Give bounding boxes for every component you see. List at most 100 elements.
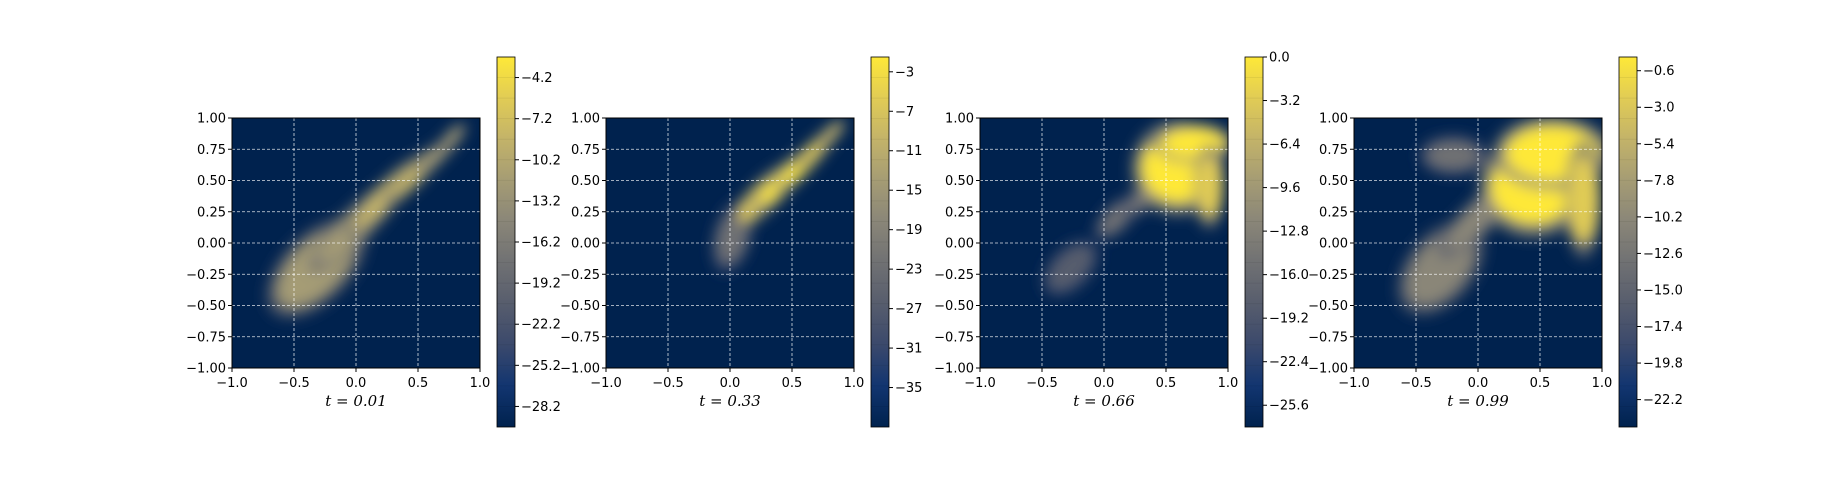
y-tick-label: 0.75: [197, 143, 226, 158]
y-tick-label: −1.00: [1308, 362, 1348, 377]
x-tick-label: 1.0: [470, 376, 491, 391]
colorbar-tick-label: −17.4: [1643, 320, 1683, 335]
y-tick-label: 0.25: [945, 205, 974, 220]
colorbar-tick-label: −5.4: [1643, 137, 1675, 152]
colorbar: 0.0 −3.2 −6.4 −9.6 −12.8 −16.0 −19.2 −22.4 −25.6: [1244, 51, 1309, 428]
x-tick-label: 0.5: [1156, 376, 1177, 391]
colorbar-tick-label: −25.2: [521, 359, 561, 374]
x-tick-label: 0.5: [408, 376, 429, 391]
colorbar-tick-label: −3: [895, 65, 914, 80]
x-tick-label: 0.0: [1094, 376, 1115, 391]
x-tick-label: −0.5: [652, 376, 684, 391]
colorbar-gradient: [871, 57, 889, 427]
y-tick-label: 0.00: [571, 237, 600, 252]
colorbar-tick-label: −13.2: [521, 194, 561, 209]
y-tick-label: 0.00: [197, 237, 226, 252]
y-tick-label: 0.00: [1319, 237, 1348, 252]
y-tick-label: 0.25: [1319, 205, 1348, 220]
colorbar-tick-label: −35: [895, 381, 922, 396]
x-tick-label: −1.0: [1338, 376, 1370, 391]
x-tick-label: −0.5: [1400, 376, 1432, 391]
colorbar-frame: [1618, 56, 1638, 428]
colorbar-tick-label: −7: [895, 105, 914, 120]
y-tick-label: −1.00: [186, 362, 226, 377]
colorbar-tick-label: −19: [895, 223, 922, 238]
panel-caption: t = 0.99: [1447, 392, 1509, 410]
y-tick-label: −0.25: [560, 268, 600, 283]
x-tick-label: 1.0: [1592, 376, 1613, 391]
colorbar-gradient: [1619, 57, 1637, 427]
colorbar-tick-label: −19.8: [1643, 357, 1683, 372]
colorbar-tick-label: −3.2: [1269, 94, 1301, 109]
y-tick-label: 1.00: [571, 112, 600, 127]
x-tick-label: −1.0: [590, 376, 622, 391]
y-tick-label: −0.50: [1308, 299, 1348, 314]
y-tick-label: −0.75: [560, 330, 600, 345]
y-tick-label: 0.75: [571, 143, 600, 158]
y-tick-label: 1.00: [197, 112, 226, 127]
field-blob: [1048, 245, 1093, 291]
y-tick-label: 0.50: [571, 174, 600, 189]
y-tick-label: −0.25: [186, 268, 226, 283]
colorbar-tick-label: −22.2: [521, 318, 561, 333]
colorbar-frame: [870, 56, 890, 428]
panel-caption: t = 0.66: [1073, 392, 1135, 410]
colorbar-tick-label: −15: [895, 184, 922, 199]
colorbar-tick-label: −28.2: [521, 400, 561, 415]
panel-caption: t = 0.01: [325, 392, 387, 410]
field-blob: [1425, 140, 1481, 171]
y-tick-label: −0.50: [560, 299, 600, 314]
panel-3: −1.0 −0.5 0.0 0.5 1.0 −1.00 −0.75 −0.50 −0.25 0.0…: [934, 51, 1309, 428]
x-tick-label: 0.5: [782, 376, 803, 391]
field-blob: [441, 125, 464, 148]
colorbar-tick-label: −31: [895, 342, 922, 357]
y-tick-label: −0.50: [934, 299, 974, 314]
colorbar-tick-label: −7.8: [1643, 174, 1675, 189]
colorbar-tick-label: 0.0: [1269, 51, 1290, 66]
y-tick-label: 0.00: [945, 237, 974, 252]
y-tick-label: 0.50: [197, 174, 226, 189]
colorbar-tick-label: −19.2: [1269, 312, 1309, 327]
y-tick-label: −1.00: [934, 362, 974, 377]
colorbar: −0.6 −3.0 −5.4 −7.8 −10.2 −12.6 −15.0 −17.4 −19.…: [1618, 56, 1683, 428]
y-tick-label: −0.50: [186, 299, 226, 314]
colorbar-gradient: [497, 57, 515, 427]
x-tick-label: −0.5: [1026, 376, 1058, 391]
field-layer: [1042, 120, 1228, 297]
colorbar-tick-label: −16.2: [521, 236, 561, 251]
field-blob: [820, 121, 843, 145]
colorbar: −3 −7 −11 −15 −19 −23 −27 −31 −35: [870, 56, 922, 428]
colorbar-tick-label: −10.2: [521, 153, 561, 168]
y-tick-label: −0.75: [186, 330, 226, 345]
y-tick-label: −0.25: [934, 268, 974, 283]
colorbar: −4.2 −7.2 −10.2 −13.2 −16.2 −19.2 −22.2 −25.2 −2…: [496, 56, 561, 428]
y-tick-label: −0.75: [1308, 330, 1348, 345]
colorbar-tick-label: −27: [895, 302, 922, 317]
colorbar-tick-label: −3.0: [1643, 101, 1675, 116]
y-tick-label: 1.00: [945, 112, 974, 127]
colorbar-tick-label: −9.6: [1269, 181, 1301, 196]
x-tick-label: 1.0: [1218, 376, 1239, 391]
colorbar-tick-label: −23: [895, 263, 922, 278]
colorbar-tick-label: −4.2: [521, 71, 553, 86]
colorbar-tick-label: −0.6: [1643, 64, 1675, 79]
panel-1: −1.0 −0.5 0.0 0.5 1.0 −1.00 −0.75 −0.50 −0.25 0.0…: [186, 56, 561, 428]
y-tick-label: −1.00: [560, 362, 600, 377]
colorbar-tick-label: −16.0: [1269, 268, 1309, 283]
colorbar-tick-label: −6.4: [1269, 138, 1301, 153]
colorbar-tick-label: −22.4: [1269, 355, 1309, 370]
y-tick-label: 0.75: [945, 143, 974, 158]
colorbar-tick-label: −7.2: [521, 112, 553, 127]
colorbar-tick-label: −19.2: [521, 277, 561, 292]
y-tick-label: −0.75: [934, 330, 974, 345]
y-tick-label: 1.00: [1319, 112, 1348, 127]
x-tick-label: 0.0: [346, 376, 367, 391]
colorbar-tick-label: −12.6: [1643, 247, 1683, 262]
x-tick-label: 1.0: [844, 376, 865, 391]
y-tick-label: 0.75: [1319, 143, 1348, 158]
colorbar-tick-label: −25.6: [1269, 399, 1309, 414]
x-tick-label: −1.0: [216, 376, 248, 391]
colorbar-tick-label: −22.2: [1643, 393, 1683, 408]
panel-4: −1.0 −0.5 0.0 0.5 1.0 −1.00 −0.75 −0.50 −0.25 0.0…: [1308, 56, 1683, 428]
